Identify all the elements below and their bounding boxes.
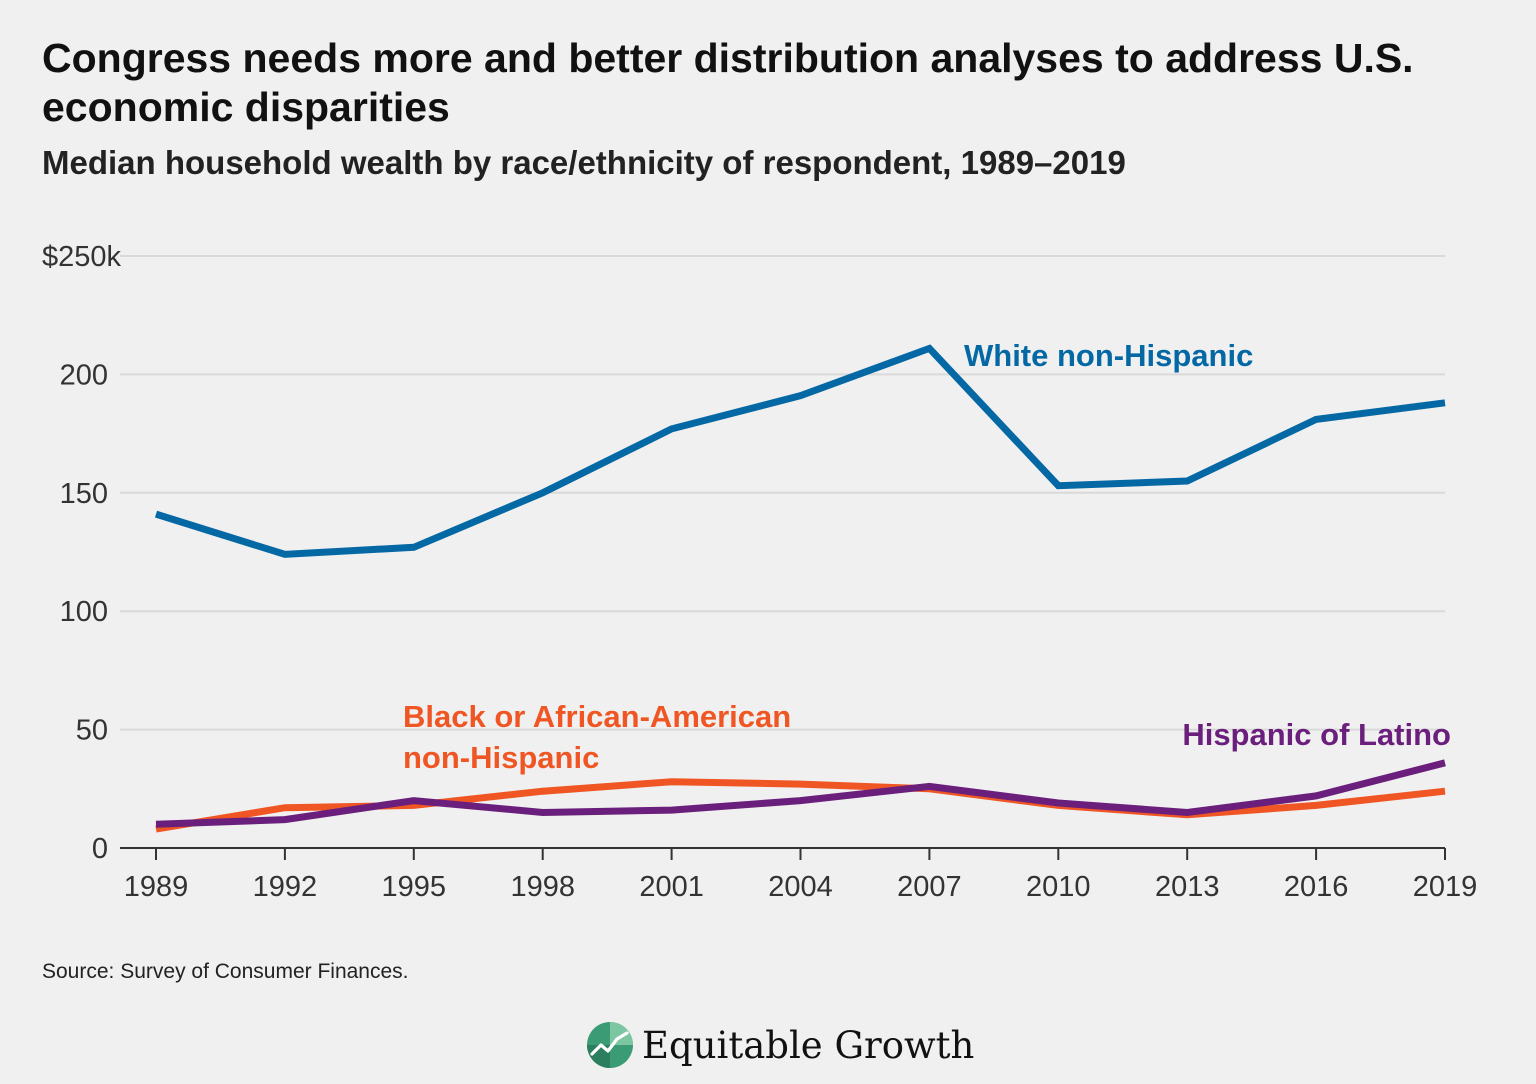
data-point-black-2016 [1313, 802, 1320, 809]
gridlines [120, 255, 1445, 731]
data-point-hispanic-1992 [281, 816, 288, 823]
series-lines [153, 344, 1449, 833]
y-axis: 0 50 100 150 200 $250k [42, 241, 122, 865]
x-tick-label: 1995 [382, 871, 447, 903]
equitable-growth-logo[interactable]: Equitable Growth [586, 1020, 974, 1070]
data-point-hispanic-2007 [926, 783, 933, 790]
x-tick-label: 2001 [639, 871, 704, 903]
data-point-white-2013 [1184, 477, 1191, 484]
data-point-hispanic-2001 [668, 807, 675, 814]
chart-title: Congress needs more and better distribut… [42, 35, 1414, 130]
series-line-hispanic [155, 759, 1446, 828]
series-label-white: White non-Hispanic [964, 338, 1253, 373]
series-label-hispanic: Hispanic of Latino [1182, 717, 1451, 752]
data-point-black-2004 [797, 781, 804, 788]
data-point-black-2001 [668, 778, 675, 785]
data-point-hispanic-1998 [539, 809, 546, 816]
equitable-growth-logo-icon [587, 1022, 633, 1068]
series-labels: White non-Hispanic Black or African-Ameri… [403, 338, 1451, 775]
data-point-white-2004 [797, 392, 804, 399]
x-tick-label: 2010 [1026, 871, 1091, 903]
source-note: Source: Survey of Consumer Finances. [42, 960, 409, 983]
data-point-hispanic-2004 [797, 797, 804, 804]
x-tick-label: 1998 [510, 871, 575, 903]
x-tick-label: 2004 [768, 871, 833, 903]
data-point-hispanic-1995 [410, 797, 417, 804]
x-axis-labels: 1989 1992 1995 1998 2001 2004 2007 2010 2013 2016… [124, 871, 1478, 903]
data-point-white-2019 [1442, 399, 1449, 406]
y-tick-label: 200 [60, 359, 108, 391]
data-point-white-2016 [1313, 416, 1320, 423]
data-point-hispanic-1989 [153, 821, 160, 828]
data-point-white-1989 [153, 511, 160, 518]
data-point-hispanic-2016 [1313, 792, 1320, 799]
y-tick-label: $250k [42, 241, 122, 273]
data-point-hispanic-2010 [1055, 800, 1062, 807]
data-point-hispanic-2019 [1442, 759, 1449, 766]
y-tick-label: 100 [60, 596, 108, 628]
data-point-white-1992 [281, 551, 288, 558]
data-point-white-2010 [1055, 482, 1062, 489]
x-tick-label: 2013 [1155, 871, 1220, 903]
data-point-hispanic-2013 [1184, 809, 1191, 816]
y-tick-label: 50 [76, 715, 108, 747]
data-point-black-1992 [281, 804, 288, 811]
data-point-black-1998 [539, 788, 546, 795]
chart-subtitle: Median household wealth by race/ethnicit… [42, 144, 1126, 181]
data-point-white-2001 [668, 425, 675, 432]
x-tick-label: 1992 [253, 871, 318, 903]
x-tick-label: 2016 [1284, 871, 1349, 903]
logo-text: Equitable Growth [642, 1023, 975, 1067]
x-axis [120, 847, 1446, 860]
series-label-black: non-Hispanic [403, 740, 599, 775]
y-tick-label: 0 [92, 833, 108, 865]
series-line-white [154, 344, 1446, 558]
x-tick-label: 1989 [124, 871, 189, 903]
data-point-black-2019 [1442, 788, 1449, 795]
series-label-black: Black or African-American [403, 699, 791, 734]
x-tick-label: 2019 [1413, 871, 1478, 903]
data-point-white-1998 [539, 489, 546, 496]
x-tick-label: 2007 [897, 871, 962, 903]
data-point-white-2007 [926, 345, 933, 352]
y-tick-label: 150 [60, 478, 108, 510]
data-point-white-1995 [410, 544, 417, 551]
